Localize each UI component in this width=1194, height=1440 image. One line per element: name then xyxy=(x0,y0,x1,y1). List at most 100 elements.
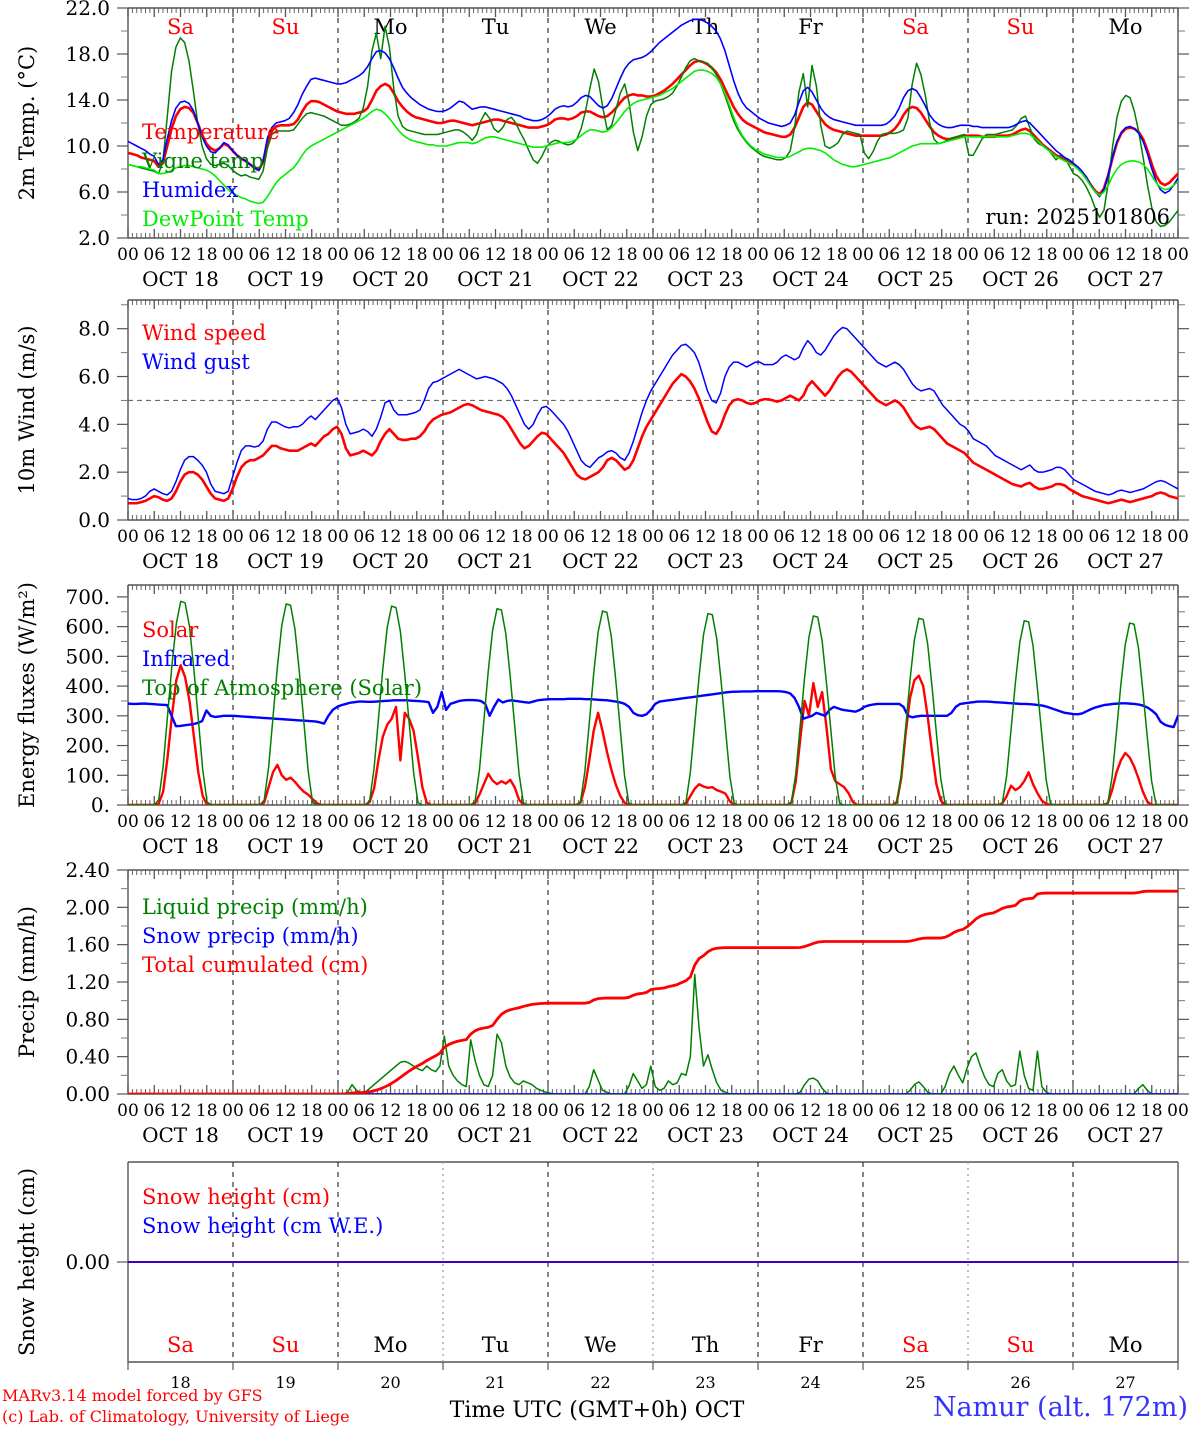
date-label: OCT 27 xyxy=(1087,549,1164,573)
date-label: OCT 18 xyxy=(142,834,219,858)
hour-tick-label: 12 xyxy=(695,812,717,832)
date-label: OCT 21 xyxy=(457,834,534,858)
day-name-label: Sa xyxy=(902,15,929,39)
series-group xyxy=(128,326,1178,505)
y-tick-label: 300. xyxy=(65,704,110,728)
hour-tick-label: 18 xyxy=(301,812,323,832)
hour-tick-label: 12 xyxy=(1115,527,1137,547)
y-tick-label: 10.0 xyxy=(65,134,110,158)
day-number-label: 20 xyxy=(380,1373,400,1392)
hour-tick-label: 00 xyxy=(222,1101,244,1121)
day-name-label: Mo xyxy=(1108,1333,1142,1357)
y-axis-precipitation: 0.00 0.40 0.80 1.20 1.60 2.00 2.40 xyxy=(65,862,1189,1106)
legend-label: Wind gust xyxy=(142,350,250,374)
hour-tick-label: 00 xyxy=(1167,1101,1189,1121)
y-tick-label: 6.0 xyxy=(78,365,110,389)
hour-tick-label: 12 xyxy=(275,812,297,832)
hour-tick-label: 12 xyxy=(380,812,402,832)
hour-tick-label: 00 xyxy=(747,1101,769,1121)
hour-tick-label: 06 xyxy=(143,1101,165,1121)
series-line xyxy=(128,69,1178,205)
day-name-label: Th xyxy=(692,15,720,39)
day-name-label: Tu xyxy=(482,15,510,39)
day-separators xyxy=(232,8,1074,238)
date-label: OCT 21 xyxy=(457,267,534,291)
day-name-label: Mo xyxy=(373,1333,407,1357)
y-axis-energy_fluxes: 0. 100. 200. 300. 400. 500. 600. 700. xyxy=(65,585,1189,817)
day-name-label: Sa xyxy=(167,15,194,39)
day-number-label: 25 xyxy=(905,1373,925,1392)
day-name-label: Mo xyxy=(1108,15,1142,39)
x-axis-labels: 00 06 12 18 00 06 12 18 00 06 12 18 00 06 12 18 00 06 12 18… xyxy=(117,1101,1189,1147)
y-axis-label: 2m Temp. (°C) xyxy=(15,46,39,200)
date-label: OCT 21 xyxy=(457,549,534,573)
day-name-label: We xyxy=(584,1333,616,1357)
hour-tick-label: 12 xyxy=(170,245,192,265)
hour-tick-label: 12 xyxy=(485,527,507,547)
day-name-label: Th xyxy=(692,1333,720,1357)
day-names-bottom: Sa Su Mo Tu We Th Fr Sa Su Mo xyxy=(167,1333,1143,1357)
station-label: Namur (alt. 172m) xyxy=(932,1392,1188,1423)
date-label: OCT 19 xyxy=(247,267,324,291)
hour-tick-label: 06 xyxy=(458,245,480,265)
hour-tick-label: 12 xyxy=(1115,812,1137,832)
hour-tick-label: 18 xyxy=(826,812,848,832)
series-line xyxy=(128,600,1178,805)
y-tick-label: 6.0 xyxy=(78,180,110,204)
hour-tick-label: 06 xyxy=(353,527,375,547)
day-name-label: Fr xyxy=(798,1333,824,1357)
hour-tick-label: 00 xyxy=(852,527,874,547)
hour-tick-label: 00 xyxy=(1062,527,1084,547)
hour-tick-label: 00 xyxy=(432,527,454,547)
hour-tick-label: 00 xyxy=(537,245,559,265)
hour-tick-label: 06 xyxy=(983,812,1005,832)
hour-tick-label: 18 xyxy=(616,245,638,265)
hour-tick-label: 12 xyxy=(695,245,717,265)
hour-tick-label: 00 xyxy=(747,245,769,265)
hour-tick-label: 18 xyxy=(1141,812,1163,832)
date-label: OCT 26 xyxy=(982,834,1059,858)
legend-label: Snow height (cm W.E.) xyxy=(142,1214,383,1238)
y-tick-label: 2.40 xyxy=(65,862,110,882)
day-number-label: 26 xyxy=(1010,1373,1030,1392)
legend-label: Snow precip (mm/h) xyxy=(142,924,359,948)
legend-label: DewPoint Temp xyxy=(142,207,309,231)
legend-wind: Wind speed Wind gust xyxy=(142,321,266,374)
day-name-label: Fr xyxy=(798,15,824,39)
y-tick-label: 18.0 xyxy=(65,42,110,66)
legend-label: Infrared xyxy=(142,647,230,671)
chart-panel-temperature: 2.0 6.0 10.0 14.0 18.0 22.0 2m Temp. (°C) Sa Su M… xyxy=(0,0,1194,292)
y-axis-label: Precip (mm/h) xyxy=(15,906,39,1058)
hour-tick-label: 06 xyxy=(143,527,165,547)
hour-tick-label: 00 xyxy=(642,527,664,547)
y-tick-label: 0. xyxy=(91,793,110,817)
hour-tick-label: 12 xyxy=(170,812,192,832)
hour-tick-label: 18 xyxy=(301,527,323,547)
model-credit-line2: (c) Lab. of Climatology, University of L… xyxy=(2,1407,350,1426)
hour-tick-label: 18 xyxy=(511,812,533,832)
y-tick-label: 100. xyxy=(65,763,110,787)
y-tick-label: 22.0 xyxy=(65,0,110,20)
hour-tick-label: 18 xyxy=(301,245,323,265)
series-line xyxy=(128,368,1178,505)
hour-tick-label: 18 xyxy=(406,812,428,832)
hour-tick-label: 06 xyxy=(668,245,690,265)
hour-tick-label: 06 xyxy=(563,1101,585,1121)
hour-tick-label: 06 xyxy=(878,245,900,265)
hour-tick-label: 12 xyxy=(380,245,402,265)
hour-tick-label: 06 xyxy=(668,812,690,832)
hour-tick-label: 00 xyxy=(432,245,454,265)
day-name-label: Sa xyxy=(902,1333,929,1357)
x-axis-labels: 00 06 12 18 00 06 12 18 00 06 12 18 00 06 12 18 00 06 12 18… xyxy=(117,812,1189,858)
day-separators xyxy=(232,870,1074,1094)
hour-tick-label: 00 xyxy=(327,1101,349,1121)
date-label: OCT 18 xyxy=(142,267,219,291)
hour-tick-label: 00 xyxy=(222,812,244,832)
legend-label: Total cumulated (cm) xyxy=(142,953,368,977)
hour-tick-label: 06 xyxy=(248,812,270,832)
series-group xyxy=(128,600,1178,805)
hour-tick-label: 18 xyxy=(1141,527,1163,547)
series-line xyxy=(128,889,1178,1094)
date-label: OCT 20 xyxy=(352,834,429,858)
hour-tick-label: 06 xyxy=(1088,1101,1110,1121)
